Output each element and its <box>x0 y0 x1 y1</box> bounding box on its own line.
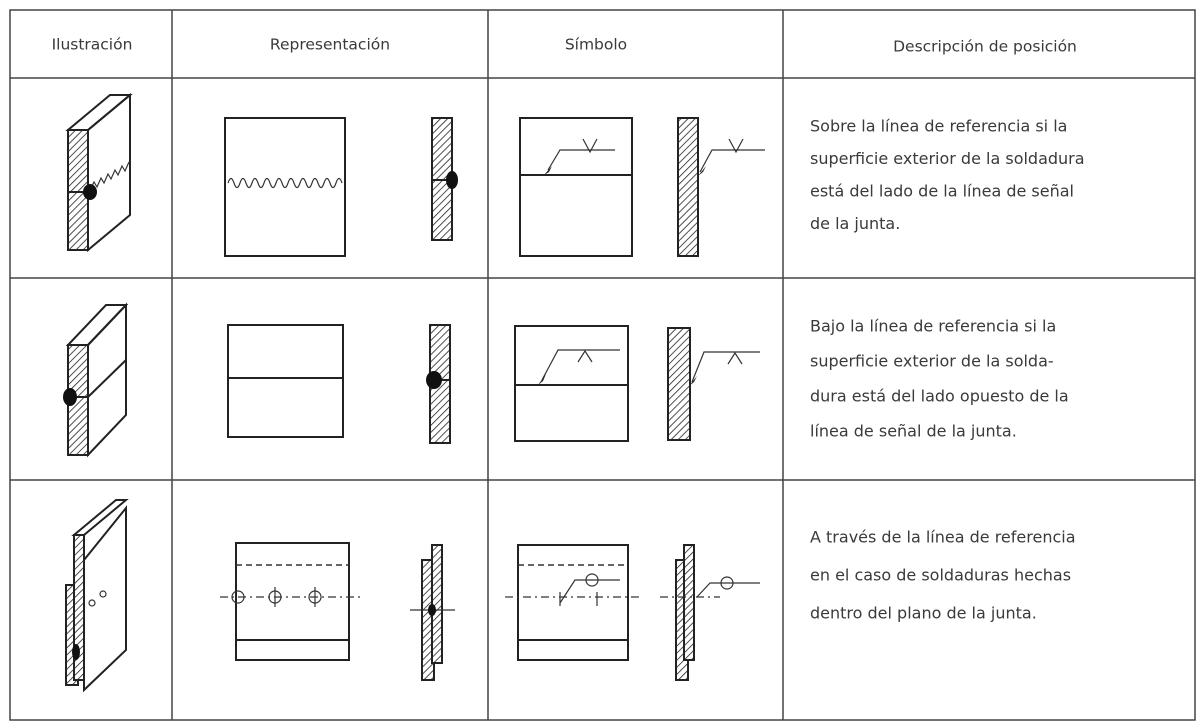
representation-drawing <box>224 117 458 257</box>
drawing-stroke <box>727 351 743 365</box>
drawing-stroke <box>72 644 80 660</box>
drawing-stroke <box>689 376 697 386</box>
description-line: Sobre la línea de referencia si la <box>810 117 1067 136</box>
drawing-stroke <box>541 349 620 381</box>
drawing-stroke <box>691 351 760 383</box>
drawing-stroke <box>519 117 633 257</box>
drawing-stroke <box>517 544 629 661</box>
drawing-stroke <box>677 117 699 257</box>
representation-drawing <box>220 542 455 681</box>
drawing-stroke <box>83 505 127 693</box>
drawing-stroke <box>99 590 107 598</box>
drawing-stroke <box>227 324 344 438</box>
drawing-stroke <box>89 161 130 191</box>
description-line: línea de señal de la junta. <box>810 422 1017 441</box>
drawing-stroke <box>577 349 593 363</box>
illustration-drawing <box>65 92 133 253</box>
representation-drawing <box>227 324 451 444</box>
table-grid <box>9 9 1196 721</box>
drawing-stroke <box>63 388 77 406</box>
drawing-stroke <box>547 149 615 171</box>
illustration-drawing <box>65 499 129 693</box>
drawing-stroke <box>683 544 695 661</box>
header-cell: Símbolo <box>565 36 627 54</box>
symbol-drawing <box>514 325 760 442</box>
drawing-stroke <box>559 579 620 604</box>
header-cell: Representación <box>270 36 390 54</box>
drawing-stroke <box>87 359 127 398</box>
description-line: A través de la línea de referencia <box>810 528 1076 547</box>
drawing-stroke <box>720 576 734 590</box>
header-cell: Ilustración <box>52 36 133 54</box>
description-line: de la junta. <box>810 214 900 233</box>
drawing-stroke <box>696 582 760 598</box>
description-line: superficie exterior de la soldadura <box>810 149 1085 168</box>
description-line: dura está del lado opuesto de la <box>810 387 1069 406</box>
drawing-stroke <box>87 92 131 253</box>
drawing-stroke <box>83 184 97 200</box>
drawing-stroke <box>667 327 691 441</box>
description-line: Bajo la línea de referencia si la <box>810 317 1056 336</box>
drawing-stroke <box>9 9 1196 721</box>
drawing-stroke <box>71 499 129 536</box>
drawing-stroke <box>728 138 744 154</box>
drawing-stroke <box>699 149 765 173</box>
drawing-stroke <box>538 374 546 385</box>
drawing-stroke <box>426 371 442 389</box>
drawing-stroke <box>431 544 443 664</box>
drawing-stroke <box>231 590 245 604</box>
description-line: superficie exterior de la solda- <box>810 352 1054 371</box>
drawing-stroke <box>514 325 629 442</box>
description-line: dentro del plano de la junta. <box>810 604 1037 623</box>
drawing-stroke <box>235 542 350 661</box>
drawing-stroke <box>65 94 133 131</box>
header-row: Ilustración Representación Símbolo Descr… <box>52 36 1077 56</box>
drawing-stroke <box>227 177 343 189</box>
symbol-drawing <box>505 544 760 681</box>
description-line: en el caso de soldaduras hechas <box>810 566 1071 585</box>
drawing-stroke <box>65 304 129 346</box>
drawing-stroke <box>544 166 552 175</box>
illustration-drawing <box>63 302 129 458</box>
drawing-stroke <box>446 171 458 189</box>
drawing-stroke <box>87 302 127 458</box>
drawing-stroke <box>428 604 436 616</box>
description-column: Sobre la línea de referencia si la superf… <box>810 117 1085 623</box>
drawing-stroke <box>224 117 346 257</box>
symbol-drawing <box>519 117 765 257</box>
drawing-stroke <box>698 166 706 176</box>
drawing-stroke <box>582 138 598 154</box>
header-cell: Descripción de posición <box>893 38 1077 56</box>
description-line: está del lado de la línea de señal <box>810 182 1074 201</box>
drawing-stroke <box>88 599 96 607</box>
drawing-stroke <box>585 573 599 587</box>
